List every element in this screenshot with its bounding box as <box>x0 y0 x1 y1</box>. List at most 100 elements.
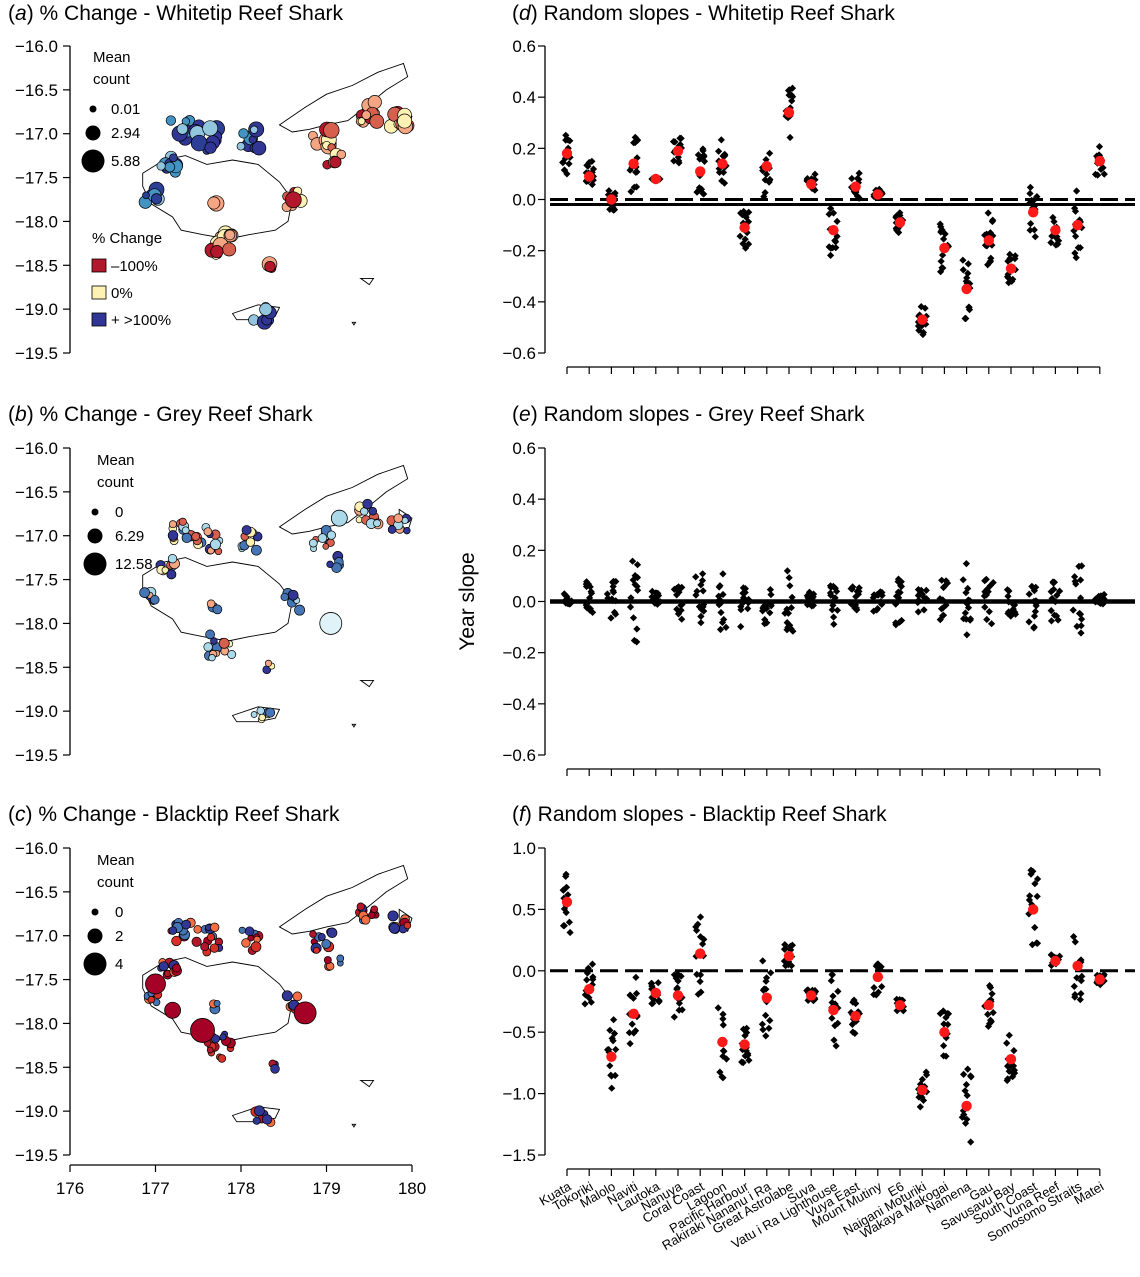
slope-point <box>607 614 615 622</box>
mean-point <box>894 1000 906 1011</box>
slope-point <box>766 609 774 617</box>
slope-point <box>829 601 837 609</box>
slope-point <box>632 989 641 998</box>
slope-point <box>985 608 993 616</box>
slope-point <box>962 314 970 323</box>
size-legend-label: 6.29 <box>115 528 144 545</box>
coastline-taveuni <box>398 908 413 933</box>
slope-point <box>716 625 725 634</box>
slope-point <box>674 970 682 978</box>
site-point <box>168 520 177 529</box>
slope-point <box>811 170 819 178</box>
slope-point <box>940 1052 948 1060</box>
slope-point <box>767 591 775 599</box>
site-point <box>326 927 338 939</box>
size-legend-dot <box>83 952 107 976</box>
mean-point <box>584 984 595 995</box>
slope-point <box>964 604 973 612</box>
slope-point <box>963 631 971 639</box>
site-point <box>387 910 399 922</box>
slope-point <box>589 973 597 981</box>
slope-point <box>744 605 752 613</box>
slope-point <box>1073 974 1081 982</box>
slope-point <box>1005 279 1013 287</box>
slope-point <box>922 1068 930 1076</box>
slope-point <box>655 996 663 1005</box>
size-legend-label: 0 <box>115 504 123 521</box>
slope-point <box>699 147 707 155</box>
size-legend-title: Mean <box>97 452 135 469</box>
slope-point <box>921 597 929 605</box>
slope-point <box>562 883 571 891</box>
slope-point <box>560 166 569 174</box>
slope-point <box>767 969 775 977</box>
site-point <box>388 922 400 934</box>
site-point <box>284 191 302 209</box>
slope-point <box>587 588 595 596</box>
slope-point <box>1047 617 1056 625</box>
slope-point <box>808 601 816 609</box>
slope-point <box>742 244 750 252</box>
slope-point <box>633 638 641 646</box>
size-legend-dot <box>87 528 103 544</box>
y-tick-label: −0.4 <box>502 695 536 714</box>
site-point <box>241 525 252 536</box>
slope-point <box>629 614 638 622</box>
slope-point <box>739 584 747 592</box>
slope-point <box>648 587 656 595</box>
site-point <box>206 599 216 609</box>
site-point <box>206 1046 214 1054</box>
site-point <box>292 991 303 1002</box>
slope-point <box>608 1084 616 1092</box>
site-point <box>156 161 166 171</box>
slope-point <box>1027 220 1035 228</box>
slope-point <box>671 138 679 146</box>
y-tick-label: −0.4 <box>502 293 536 312</box>
slope-point <box>562 870 570 878</box>
slope-point <box>745 1056 753 1064</box>
slope-point <box>1030 612 1039 620</box>
slope-point <box>1026 226 1034 234</box>
slope-point <box>606 205 614 213</box>
slope-point <box>892 619 900 627</box>
site-point <box>200 942 210 952</box>
slope-point <box>1009 1069 1017 1077</box>
site-point <box>178 517 187 526</box>
slope-point <box>855 587 863 595</box>
site-point <box>212 604 223 615</box>
site-point <box>258 713 266 722</box>
slope-point <box>960 1111 968 1119</box>
site-point <box>168 926 178 935</box>
slope-point <box>1100 170 1108 178</box>
panel-title: (b) % Change - Grey Reef Shark <box>8 403 313 426</box>
slope-point <box>678 615 686 623</box>
mean-point <box>761 161 772 172</box>
slope-point <box>673 591 681 599</box>
site-point <box>181 526 190 535</box>
site-point <box>202 120 219 137</box>
slope-point <box>565 160 573 168</box>
slope-point <box>719 570 727 578</box>
slope-point <box>896 209 904 217</box>
mean-point <box>939 242 950 254</box>
slope-point <box>964 1065 972 1073</box>
mean-point <box>695 166 706 177</box>
slope-point <box>582 601 590 609</box>
site-point <box>250 125 259 134</box>
size-legend-dot <box>87 928 103 944</box>
site-point <box>397 113 413 129</box>
site-point <box>210 922 220 932</box>
site-point <box>208 654 216 662</box>
slope-point <box>963 600 971 608</box>
slope-point <box>984 261 992 269</box>
slope-point <box>848 174 856 183</box>
site-point <box>224 229 236 241</box>
slope-point <box>828 1014 836 1022</box>
slope-point <box>1053 591 1061 599</box>
slope-point <box>988 241 996 249</box>
size-legend-title: count <box>97 874 135 891</box>
slope-point <box>648 979 656 987</box>
slope-point <box>651 595 659 603</box>
slope-point <box>674 583 683 591</box>
